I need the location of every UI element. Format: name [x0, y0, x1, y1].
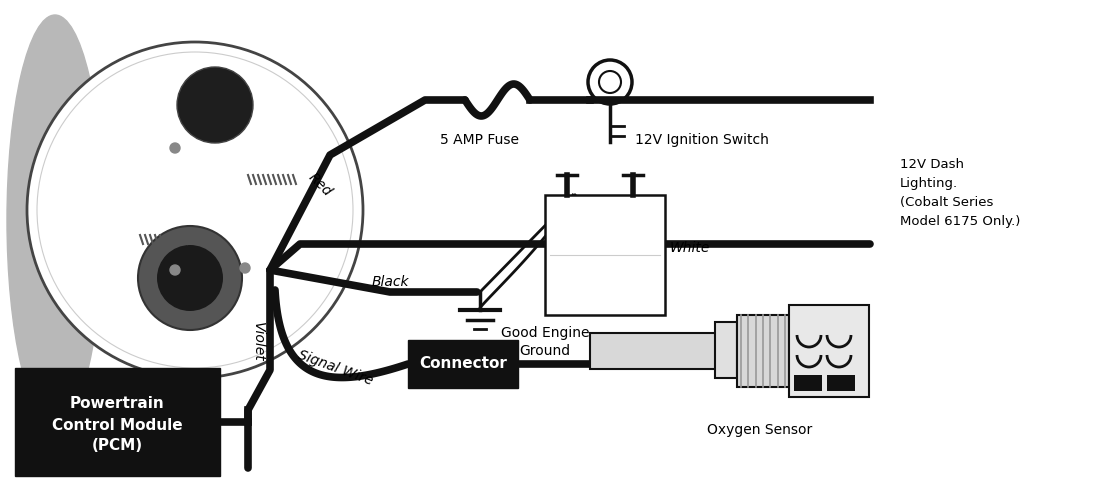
Bar: [827, 375, 854, 391]
Text: 12V Dash
Lighting.
(Cobalt Series
Model 6175 Only.): 12V Dash Lighting. (Cobalt Series Model …: [900, 158, 1020, 228]
Bar: [15, 368, 220, 476]
Ellipse shape: [7, 15, 103, 425]
Circle shape: [170, 265, 180, 275]
Bar: [737, 315, 789, 387]
Circle shape: [177, 67, 253, 143]
Circle shape: [170, 143, 180, 153]
Bar: [789, 305, 869, 397]
Text: Black: Black: [371, 275, 408, 289]
Bar: [590, 333, 718, 369]
Text: White: White: [670, 241, 710, 255]
Text: Violet: Violet: [251, 322, 265, 362]
Text: Good Engine
Ground: Good Engine Ground: [501, 326, 590, 358]
Text: Oxygen Sensor: Oxygen Sensor: [708, 423, 813, 437]
Circle shape: [138, 226, 242, 330]
Text: Powertrain
Control Module
(PCM): Powertrain Control Module (PCM): [52, 396, 182, 453]
Circle shape: [26, 42, 363, 378]
Text: Connector: Connector: [420, 357, 507, 371]
Text: Red: Red: [306, 170, 335, 200]
Circle shape: [240, 263, 250, 273]
Bar: [715, 322, 737, 378]
Bar: [408, 340, 518, 388]
Circle shape: [157, 245, 223, 311]
Text: Signal Wire: Signal Wire: [296, 348, 374, 388]
Bar: [545, 195, 665, 315]
Bar: [794, 375, 822, 391]
Text: 5 AMP Fuse: 5 AMP Fuse: [440, 133, 520, 147]
Text: 12V Ignition Switch: 12V Ignition Switch: [635, 133, 768, 147]
